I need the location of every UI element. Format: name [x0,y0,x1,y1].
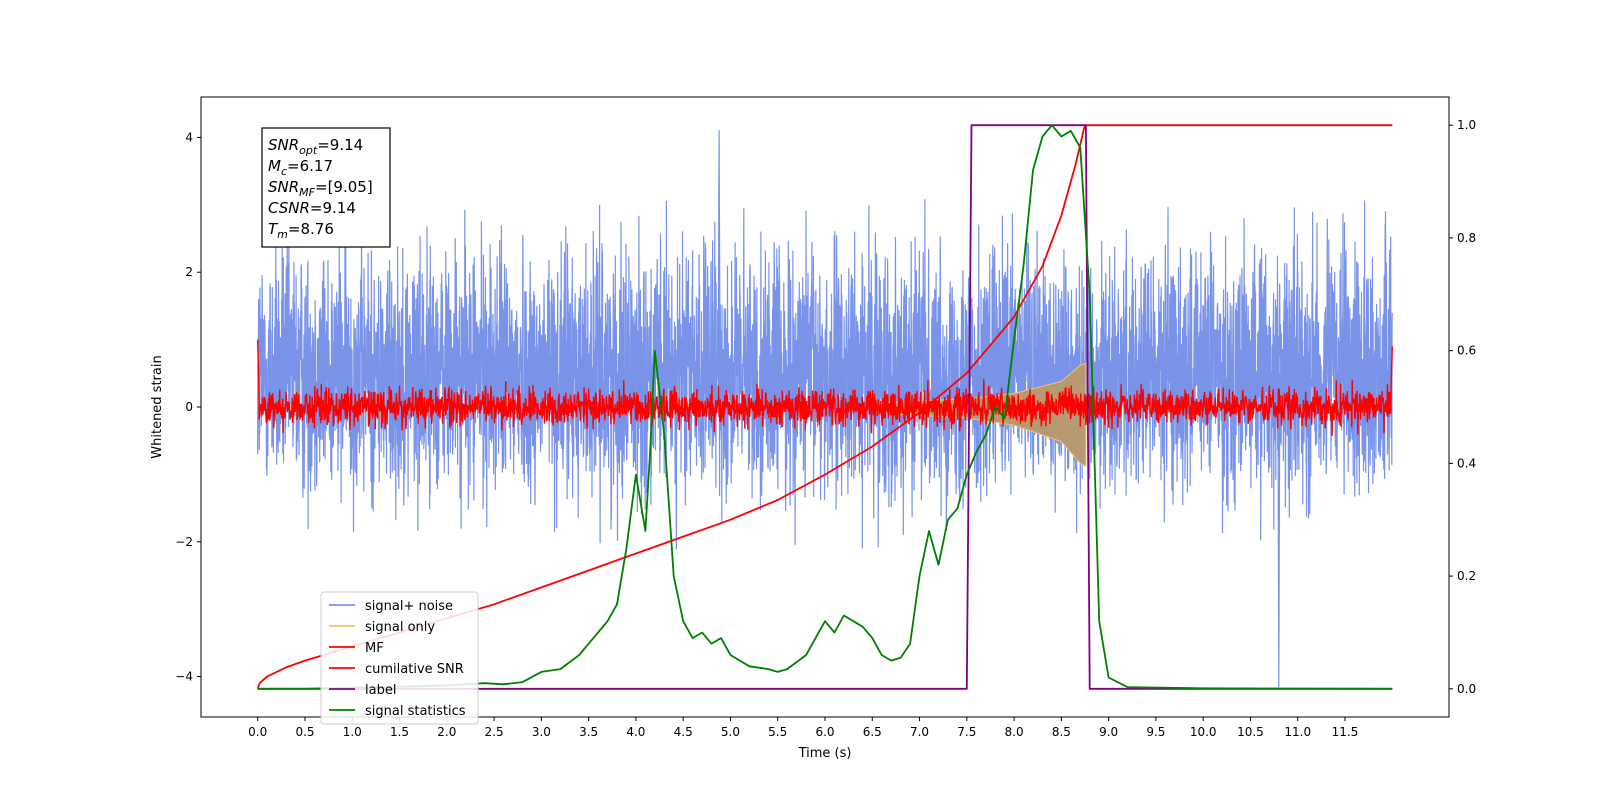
x-tick-label: 4.0 [626,725,645,739]
x-tick-label: 10.0 [1190,725,1217,739]
x-tick-label: 2.5 [485,725,504,739]
x-tick-label: 3.0 [532,725,551,739]
y-tick-label: −2 [175,535,193,549]
x-tick-label: 7.5 [957,725,976,739]
legend-entry: signal+ noise [365,599,453,614]
x-axis-label: Time (s) [798,746,852,761]
annotation-line: Tm=8.76 [268,220,334,241]
x-tick-label: 2.0 [437,725,456,739]
y-axis-left: −4 −2 0 2 4 [175,130,201,684]
x-tick-label: 8.5 [1052,725,1071,739]
legend-entry: cumilative SNR [365,662,464,677]
y-tick-label: 2 [185,265,193,279]
x-axis: 0.0 0.5 1.0 1.5 2.0 2.5 3.0 3.5 4.0 4.5 5.0 5.5 6.0 6… [248,717,1358,739]
x-tick-label: 10.5 [1237,725,1264,739]
x-tick-label: 9.5 [1146,725,1165,739]
y2-tick-label: 0.0 [1457,682,1476,696]
annotation-line: CSNR=9.14 [268,199,356,217]
annotation-line: SNRopt=9.14 [268,136,363,157]
y-tick-label: 0 [185,400,193,414]
x-tick-label: 6.5 [863,725,882,739]
x-tick-label: 7.0 [910,725,929,739]
y-axis-right: 0.0 0.2 0.4 0.6 0.8 1.0 [1449,118,1476,696]
x-tick-label: 0.0 [248,725,267,739]
x-tick-label: 6.0 [815,725,834,739]
annotation-line: Mc=6.17 [268,157,333,178]
annotation-line: SNRMF=[9.05] [268,178,373,199]
x-tick-label: 8.0 [1005,725,1024,739]
x-tick-label: 5.5 [768,725,787,739]
series-label [257,124,1393,690]
y2-tick-label: 0.2 [1457,569,1476,583]
x-tick-label: 5.0 [721,725,740,739]
x-tick-label: 11.0 [1284,725,1311,739]
legend: signal+ noise signal only MF cumilative SNR… [320,591,479,725]
y-tick-label: −4 [175,670,193,684]
annotation-frame [261,127,391,248]
legend-entry: label [365,683,396,698]
y-axis-label: Whitened strain [150,355,165,458]
legend-entry: signal statistics [365,704,466,719]
x-tick-label: 0.5 [295,725,314,739]
y-tick-label: 4 [185,130,193,144]
x-tick-label: 3.5 [579,725,598,739]
series-mf [257,339,1393,436]
x-tick-label: 1.5 [390,725,409,739]
y2-tick-label: 0.8 [1457,231,1476,245]
x-tick-label: 4.5 [674,725,693,739]
series-signal-statistics [257,124,1393,690]
x-tick-label: 1.0 [343,725,362,739]
legend-entry: signal only [365,620,435,635]
y2-tick-label: 0.4 [1457,456,1476,470]
series-signal-only [871,362,1087,467]
x-tick-label: 9.0 [1099,725,1118,739]
y2-tick-label: 0.6 [1457,344,1476,358]
x-tick-label: 11.5 [1332,725,1359,739]
legend-frame [320,591,479,725]
legend-entry: MF [365,641,384,656]
series-signal-noise [257,130,1393,688]
y2-tick-label: 1.0 [1457,118,1476,132]
